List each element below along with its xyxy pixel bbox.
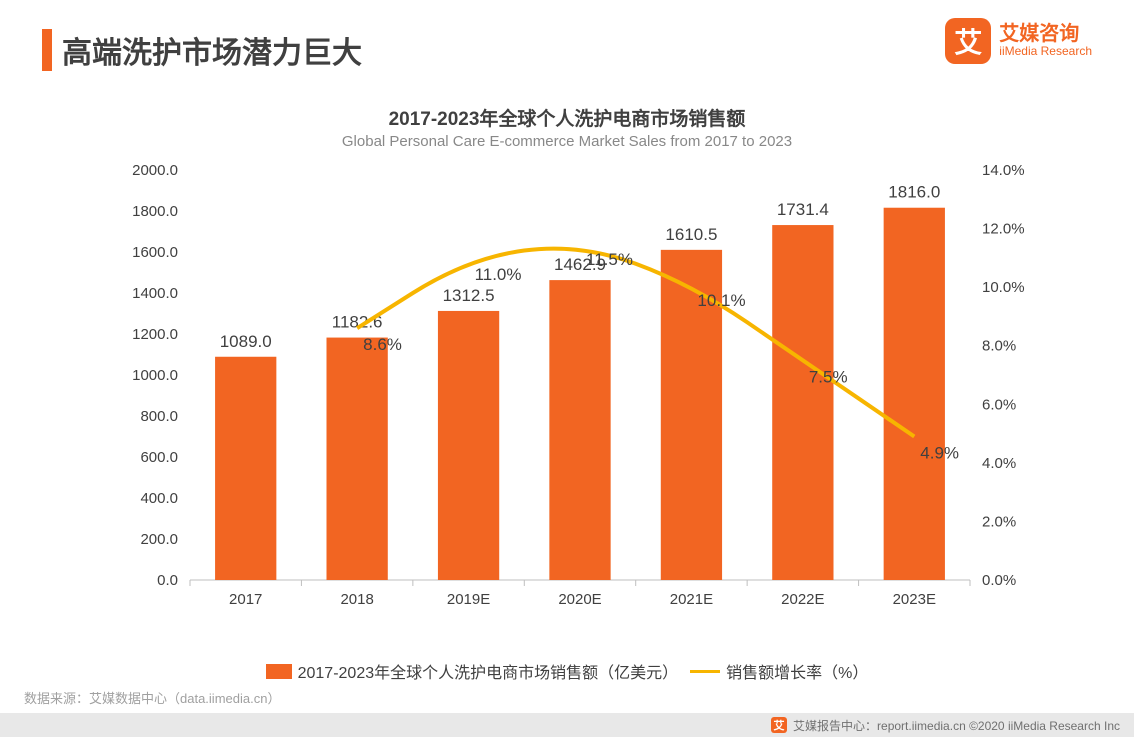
page-header: 高端洗护市场潜力巨大 <box>42 28 362 72</box>
svg-text:2021E: 2021E <box>670 591 713 608</box>
legend-bar: 2017-2023年全球个人洗护电商市场销售额（亿美元） <box>266 659 679 683</box>
combo-chart: 0.0 200.0 400.0 600.0 800.0 1000.0 1200.0 1400.… <box>120 160 1040 630</box>
chart-title-en: Global Personal Care E-commerce Market S… <box>0 133 1134 150</box>
svg-text:0.0: 0.0 <box>157 572 178 589</box>
svg-text:1800.0: 1800.0 <box>132 203 178 220</box>
svg-text:8.0%: 8.0% <box>982 338 1016 355</box>
logo-icon: 艾 <box>945 18 991 64</box>
legend-line: 销售额增长率（%） <box>690 659 868 683</box>
svg-text:12.0%: 12.0% <box>982 221 1025 238</box>
legend-line-swatch <box>690 670 720 673</box>
svg-text:8.6%: 8.6% <box>363 335 402 354</box>
svg-text:1816.0: 1816.0 <box>888 183 940 202</box>
header-accent-bar <box>42 29 52 71</box>
svg-text:0.0%: 0.0% <box>982 572 1016 589</box>
svg-text:400.0: 400.0 <box>140 490 178 507</box>
chart-title-cn: 2017-2023年全球个人洗护电商市场销售额 <box>0 104 1134 131</box>
svg-text:2019E: 2019E <box>447 591 490 608</box>
svg-text:7.5%: 7.5% <box>809 367 848 386</box>
svg-text:11.5%: 11.5% <box>586 250 633 269</box>
svg-text:200.0: 200.0 <box>140 531 178 548</box>
footer-text: 艾媒报告中心：report.iimedia.cn ©2020 iiMedia R… <box>793 717 1120 734</box>
svg-text:800.0: 800.0 <box>140 408 178 425</box>
legend-bar-label: 2017-2023年全球个人洗护电商市场销售额（亿美元） <box>298 659 679 683</box>
chart-area: 0.0 200.0 400.0 600.0 800.0 1000.0 1200.0 1400.… <box>120 160 1040 630</box>
logo-en: iiMedia Research <box>999 44 1092 58</box>
footer: 艾 艾媒报告中心：report.iimedia.cn ©2020 iiMedia… <box>0 713 1134 737</box>
svg-text:6.0%: 6.0% <box>982 396 1016 413</box>
chart-legend: 2017-2023年全球个人洗护电商市场销售额（亿美元） 销售额增长率（%） <box>0 659 1134 683</box>
logo-cn: 艾媒咨询 <box>999 24 1092 44</box>
svg-text:14.0%: 14.0% <box>982 162 1025 179</box>
svg-text:2000.0: 2000.0 <box>132 162 178 179</box>
svg-text:1400.0: 1400.0 <box>132 285 178 302</box>
svg-text:2017: 2017 <box>229 591 262 608</box>
svg-text:10.1%: 10.1% <box>697 291 745 310</box>
svg-text:2022E: 2022E <box>781 591 824 608</box>
svg-text:1000.0: 1000.0 <box>132 367 178 384</box>
svg-text:600.0: 600.0 <box>140 449 178 466</box>
svg-text:1731.4: 1731.4 <box>777 200 829 219</box>
legend-bar-swatch <box>266 664 292 679</box>
svg-text:1600.0: 1600.0 <box>132 244 178 261</box>
svg-text:4.0%: 4.0% <box>982 455 1016 472</box>
data-source: 数据来源：艾媒数据中心（data.iimedia.cn） <box>24 688 280 707</box>
svg-text:1610.5: 1610.5 <box>665 225 717 244</box>
legend-line-label: 销售额增长率（%） <box>726 659 868 683</box>
svg-text:1200.0: 1200.0 <box>132 326 178 343</box>
svg-text:2.0%: 2.0% <box>982 513 1016 530</box>
footer-logo-icon: 艾 <box>771 717 787 733</box>
page-title: 高端洗护市场潜力巨大 <box>62 28 362 72</box>
svg-text:10.0%: 10.0% <box>982 279 1025 296</box>
brand-logo: 艾 艾媒咨询 iiMedia Research <box>945 18 1092 64</box>
svg-text:2020E: 2020E <box>558 591 601 608</box>
chart-title: 2017-2023年全球个人洗护电商市场销售额 Global Personal … <box>0 104 1134 150</box>
svg-text:1089.0: 1089.0 <box>220 332 272 351</box>
svg-text:11.0%: 11.0% <box>475 265 522 284</box>
svg-text:1312.5: 1312.5 <box>443 286 495 305</box>
logo-text: 艾媒咨询 iiMedia Research <box>999 24 1092 58</box>
svg-text:4.9%: 4.9% <box>920 444 959 463</box>
svg-text:2018: 2018 <box>340 591 373 608</box>
svg-text:2023E: 2023E <box>893 591 936 608</box>
